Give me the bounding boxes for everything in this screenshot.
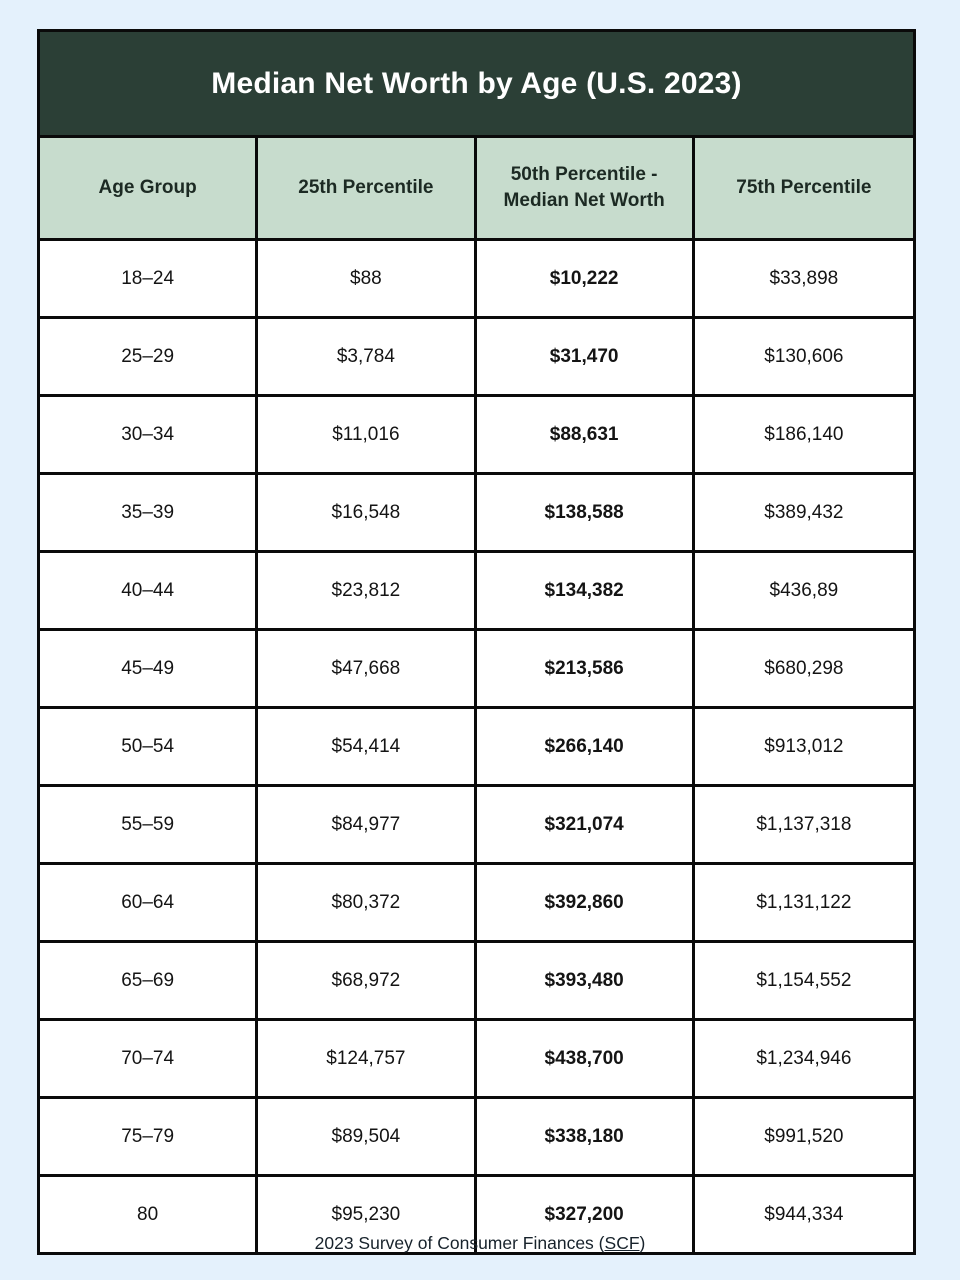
table-row: 18–24 $88 $10,222 $33,898 xyxy=(40,238,913,316)
net-worth-table: Median Net Worth by Age (U.S. 2023) Age … xyxy=(37,29,916,1255)
table-row: 80 $95,230 $327,200 $944,334 xyxy=(40,1174,913,1252)
p75-cell: $33,898 xyxy=(694,241,913,316)
table-row: 30–34 $11,016 $88,631 $186,140 xyxy=(40,394,913,472)
p25-cell: $89,504 xyxy=(258,1099,477,1174)
header-75th-percentile: 75th Percentile xyxy=(694,138,913,238)
table-body: 18–24 $88 $10,222 $33,898 25–29 $3,784 $31,470… xyxy=(40,238,913,1252)
table-row: 40–44 $23,812 $134,382 $436,89 xyxy=(40,550,913,628)
table-row: 75–79 $89,504 $338,180 $991,520 xyxy=(40,1096,913,1174)
scf-link[interactable]: SCF xyxy=(604,1233,640,1253)
age-cell: 18–24 xyxy=(40,241,259,316)
p50-median-cell: $266,140 xyxy=(476,709,695,784)
table-row: 55–59 $84,977 $321,074 $1,137,318 xyxy=(40,784,913,862)
header-25th-percentile: 25th Percentile xyxy=(258,138,477,238)
header-50th-percentile-median: 50th Percentile - Median Net Worth xyxy=(476,138,695,238)
p50-median-cell: $393,480 xyxy=(476,943,695,1018)
table-header-row: Age Group 25th Percentile 50th Percentil… xyxy=(40,138,913,238)
p50-median-cell: $338,180 xyxy=(476,1099,695,1174)
p75-cell: $389,432 xyxy=(694,475,913,550)
p25-cell: $47,668 xyxy=(258,631,477,706)
p75-cell: $186,140 xyxy=(694,397,913,472)
p50-median-cell: $138,588 xyxy=(476,475,695,550)
page-title: Median Net Worth by Age (U.S. 2023) xyxy=(211,66,742,100)
source-caption-suffix: ) xyxy=(639,1233,646,1253)
p25-cell: $23,812 xyxy=(258,553,477,628)
p75-cell: $1,234,946 xyxy=(694,1021,913,1096)
table-row: 50–54 $54,414 $266,140 $913,012 xyxy=(40,706,913,784)
p25-cell: $124,757 xyxy=(258,1021,477,1096)
age-cell: 75–79 xyxy=(40,1099,259,1174)
p25-cell: $11,016 xyxy=(258,397,477,472)
p25-cell: $54,414 xyxy=(258,709,477,784)
age-cell: 30–34 xyxy=(40,397,259,472)
p25-cell: $68,972 xyxy=(258,943,477,1018)
header-age-group: Age Group xyxy=(40,138,259,238)
p50-median-cell: $392,860 xyxy=(476,865,695,940)
p75-cell: $130,606 xyxy=(694,319,913,394)
table-row: 35–39 $16,548 $138,588 $389,432 xyxy=(40,472,913,550)
p50-median-cell: $213,586 xyxy=(476,631,695,706)
p25-cell: $80,372 xyxy=(258,865,477,940)
p75-cell: $436,89 xyxy=(694,553,913,628)
age-cell: 70–74 xyxy=(40,1021,259,1096)
table-title-band: Median Net Worth by Age (U.S. 2023) xyxy=(40,32,913,138)
age-cell: 35–39 xyxy=(40,475,259,550)
table-row: 60–64 $80,372 $392,860 $1,131,122 xyxy=(40,862,913,940)
table-row: 45–49 $47,668 $213,586 $680,298 xyxy=(40,628,913,706)
age-cell: 45–49 xyxy=(40,631,259,706)
p50-median-cell: $10,222 xyxy=(476,241,695,316)
p75-cell: $991,520 xyxy=(694,1099,913,1174)
p25-cell: $84,977 xyxy=(258,787,477,862)
age-cell: 25–29 xyxy=(40,319,259,394)
p75-cell: $913,012 xyxy=(694,709,913,784)
p25-cell: $16,548 xyxy=(258,475,477,550)
p50-median-cell: $438,700 xyxy=(476,1021,695,1096)
p75-cell: $1,154,552 xyxy=(694,943,913,1018)
p50-median-cell: $88,631 xyxy=(476,397,695,472)
p25-cell: $88 xyxy=(258,241,477,316)
p75-cell: $944,334 xyxy=(694,1177,913,1252)
source-caption-prefix: 2023 Survey of Consumer Finances ( xyxy=(314,1233,605,1253)
p50-median-cell: $134,382 xyxy=(476,553,695,628)
p50-median-cell: $321,074 xyxy=(476,787,695,862)
p50-median-cell: $31,470 xyxy=(476,319,695,394)
p50-median-cell: $327,200 xyxy=(476,1177,695,1252)
age-cell: 65–69 xyxy=(40,943,259,1018)
table-row: 25–29 $3,784 $31,470 $130,606 xyxy=(40,316,913,394)
p25-cell: $95,230 xyxy=(258,1177,477,1252)
p75-cell: $1,131,122 xyxy=(694,865,913,940)
p75-cell: $680,298 xyxy=(694,631,913,706)
age-cell: 80 xyxy=(40,1177,259,1252)
age-cell: 50–54 xyxy=(40,709,259,784)
p25-cell: $3,784 xyxy=(258,319,477,394)
age-cell: 40–44 xyxy=(40,553,259,628)
p75-cell: $1,137,318 xyxy=(694,787,913,862)
table-row: 70–74 $124,757 $438,700 $1,234,946 xyxy=(40,1018,913,1096)
age-cell: 55–59 xyxy=(40,787,259,862)
age-cell: 60–64 xyxy=(40,865,259,940)
table-row: 65–69 $68,972 $393,480 $1,154,552 xyxy=(40,940,913,1018)
source-caption: 2023 Survey of Consumer Finances (SCF) xyxy=(0,1233,960,1254)
